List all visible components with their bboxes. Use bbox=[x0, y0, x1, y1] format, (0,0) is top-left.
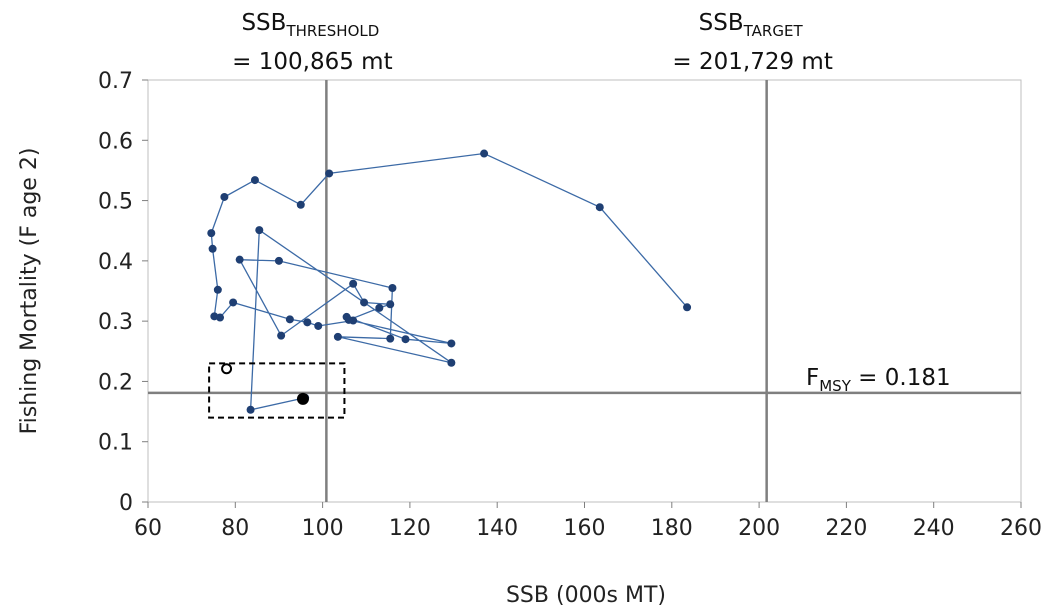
data-point bbox=[447, 339, 456, 348]
data-point bbox=[229, 298, 238, 307]
data-point bbox=[208, 244, 217, 253]
ref-label-main: F bbox=[806, 365, 819, 391]
y-tick-label: 0.6 bbox=[98, 129, 133, 154]
highlight-point-filled bbox=[296, 392, 309, 405]
data-point bbox=[220, 192, 229, 201]
data-point bbox=[314, 321, 323, 330]
data-point bbox=[246, 405, 255, 414]
x-tick-label: 240 bbox=[913, 516, 955, 541]
plot-area bbox=[147, 79, 1022, 503]
x-tick-label: 120 bbox=[389, 516, 431, 541]
data-point bbox=[401, 335, 410, 344]
data-point bbox=[375, 303, 384, 312]
x-tick-label: 200 bbox=[738, 516, 780, 541]
data-point bbox=[296, 200, 305, 209]
y-tick-label: 0.5 bbox=[98, 190, 133, 215]
ref-label-main: SSB bbox=[241, 10, 286, 36]
x-tick-label: 260 bbox=[1000, 516, 1042, 541]
highlight-point-open bbox=[221, 363, 233, 375]
data-point bbox=[386, 334, 395, 343]
y-tick-label: 0.3 bbox=[98, 310, 133, 335]
ref-label-name: SSBTHRESHOLD bbox=[241, 10, 379, 40]
data-point bbox=[250, 176, 259, 185]
x-tick-label: 60 bbox=[134, 516, 162, 541]
data-point bbox=[303, 318, 312, 327]
data-point bbox=[595, 203, 604, 212]
data-point bbox=[216, 313, 225, 322]
x-tick-label: 80 bbox=[221, 516, 249, 541]
x-tick-label: 140 bbox=[476, 516, 518, 541]
ref-label-value: = 0.181 bbox=[851, 365, 951, 391]
y-tick-label: 0.7 bbox=[98, 69, 133, 94]
reference-lines bbox=[148, 80, 1021, 502]
ref-label-value: = 100,865 mt bbox=[232, 49, 392, 75]
ref-label-fmsy: FMSY = 0.181 bbox=[806, 365, 951, 395]
data-point bbox=[344, 315, 353, 324]
data-point bbox=[207, 229, 216, 238]
x-tick-label: 220 bbox=[825, 516, 867, 541]
y-tick-label: 0.2 bbox=[98, 370, 133, 395]
ref-label-value: = 201,729 mt bbox=[672, 49, 832, 75]
x-axis-title: SSB (000s MT) bbox=[506, 583, 666, 608]
y-axis-ticks: 0 0.1 0.2 0.3 0.4 0.5 0.6 0.7 bbox=[98, 69, 148, 516]
ref-label-main: SSB bbox=[699, 10, 744, 36]
data-point bbox=[213, 285, 222, 294]
data-point bbox=[349, 279, 358, 288]
data-point bbox=[447, 358, 456, 367]
data-point bbox=[325, 169, 334, 178]
data-point bbox=[235, 255, 244, 264]
data-point bbox=[683, 303, 692, 312]
highlight-box bbox=[208, 362, 346, 419]
data-point bbox=[386, 300, 395, 309]
data-point bbox=[277, 331, 286, 340]
data-point bbox=[255, 226, 264, 235]
ref-label-sub: THRESHOLD bbox=[285, 22, 379, 40]
y-tick-label: 0.1 bbox=[98, 431, 133, 456]
data-point bbox=[333, 332, 342, 341]
series-layer bbox=[207, 149, 692, 414]
x-tick-label: 180 bbox=[651, 516, 693, 541]
x-tick-label: 100 bbox=[302, 516, 344, 541]
y-tick-label: 0 bbox=[119, 491, 133, 516]
y-axis-title: Fishing Mortality (F age 2) bbox=[17, 148, 42, 435]
x-axis-ticks: 60 80 100 120 140 160 180 200 220 240 260 bbox=[134, 502, 1042, 541]
data-point bbox=[360, 298, 369, 307]
y-tick-label: 0.4 bbox=[98, 250, 133, 275]
data-point bbox=[285, 315, 294, 324]
ref-label-name: SSBTARGET bbox=[699, 10, 804, 40]
ref-label-sub: MSY bbox=[819, 377, 851, 395]
data-point bbox=[274, 256, 283, 265]
x-tick-label: 160 bbox=[564, 516, 606, 541]
highlight-layer bbox=[208, 362, 346, 419]
ref-label-sub: TARGET bbox=[743, 22, 804, 40]
data-point bbox=[388, 283, 397, 292]
data-point bbox=[480, 149, 489, 158]
